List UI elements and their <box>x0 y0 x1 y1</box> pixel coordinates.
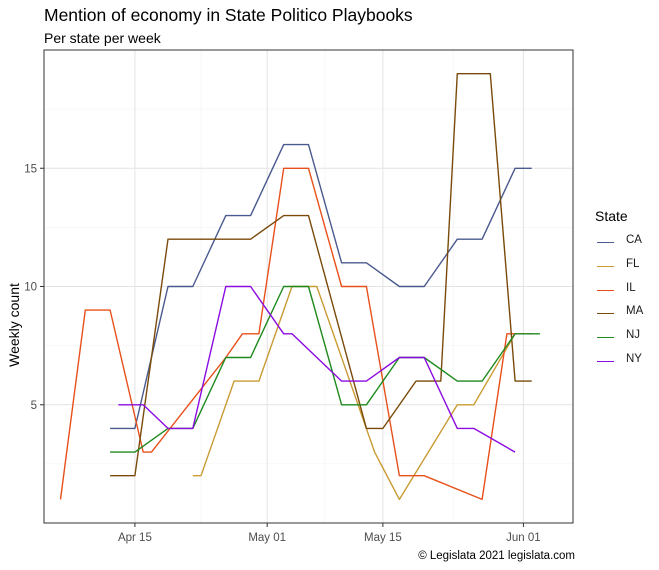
y-tick-label: 10 <box>24 282 37 294</box>
legend-item-ny: NY <box>595 351 642 375</box>
legend-key-swatch <box>597 360 614 362</box>
y-axis-label-text: Weekly count <box>6 283 22 367</box>
series-line-fl <box>192 285 516 501</box>
legend-label: FL <box>626 257 640 270</box>
series-line-ny <box>118 285 516 453</box>
legend-key-swatch <box>597 313 614 315</box>
series-line-ca <box>110 143 532 430</box>
legend-item-fl: FL <box>595 256 639 280</box>
legend-title: State <box>595 208 628 224</box>
legend-label: NJ <box>626 329 641 342</box>
y-axis-label: Weekly count <box>4 225 24 425</box>
legend-item-ca: CA <box>595 232 642 256</box>
series-line-ma <box>110 72 532 477</box>
legend-label: CA <box>626 234 642 246</box>
x-tick-label: May 01 <box>248 532 286 544</box>
legend-item-il: IL <box>595 280 636 304</box>
legend-key-swatch <box>597 337 614 339</box>
legend-key-swatch <box>597 242 614 243</box>
legend-items: CA FL IL MA NJ NY <box>595 232 643 375</box>
x-tick-label: Apr 15 <box>118 532 152 544</box>
legend-label: IL <box>626 281 636 294</box>
chart-subtitle: Per state per week <box>44 30 161 46</box>
caption: © Legislata 2021 legislata.com <box>418 550 575 562</box>
plot-border <box>43 49 574 524</box>
x-tick-label: Jun 01 <box>506 532 541 544</box>
y-tick-label: 5 <box>31 400 37 412</box>
legend: State CA FL IL MA NJ NY <box>595 208 643 375</box>
y-tick-label: 15 <box>24 163 37 175</box>
legend-item-nj: NJ <box>595 327 640 351</box>
x-tick-label: May 15 <box>364 532 402 544</box>
legend-key-swatch <box>597 289 614 291</box>
legend-key-swatch <box>597 265 614 267</box>
legend-label: MA <box>626 305 644 318</box>
chart-title: Mention of economy in State Politico Pla… <box>44 5 413 25</box>
legend-item-ma: MA <box>595 303 643 327</box>
legend-label: NY <box>626 352 642 365</box>
